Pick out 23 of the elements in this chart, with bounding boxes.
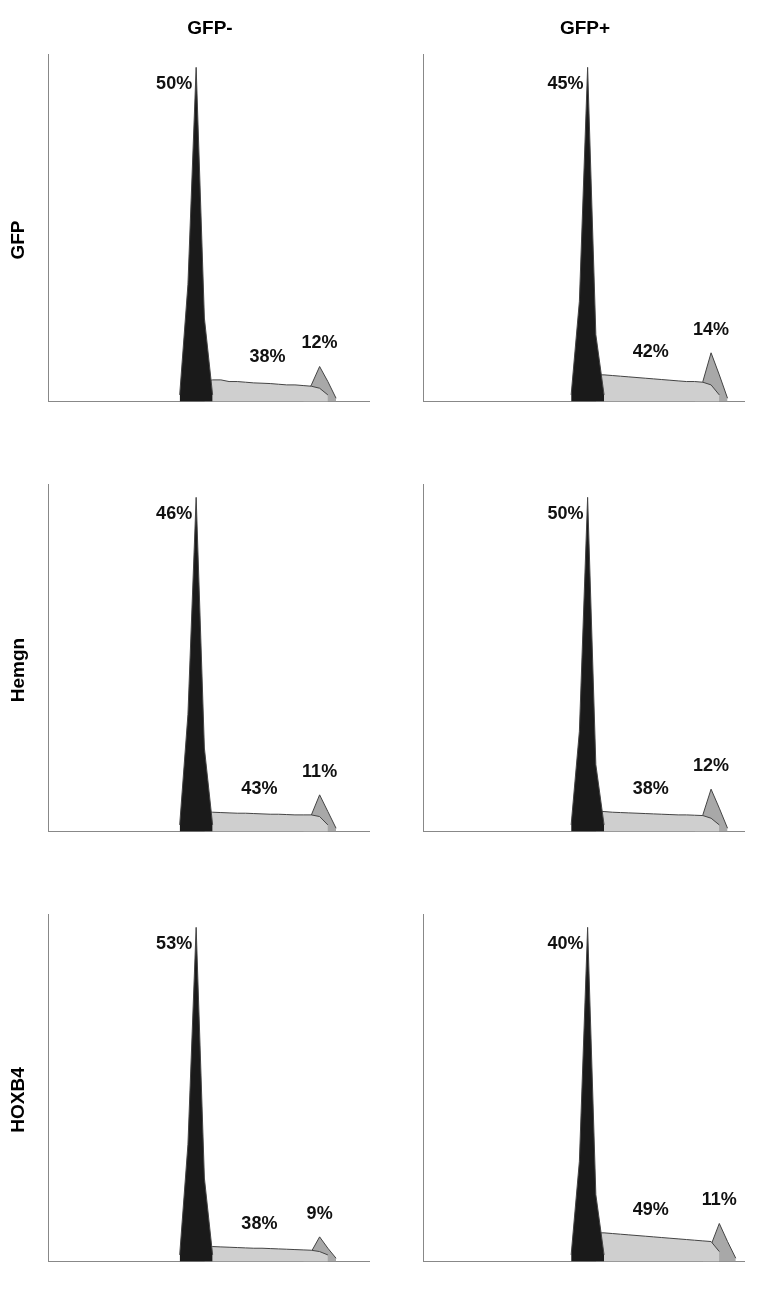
annotation: 11% <box>302 760 338 781</box>
annotation: 38% <box>241 1212 278 1233</box>
y-axis-title: GFP <box>7 220 29 260</box>
annotation: 53% <box>156 933 193 954</box>
annotation: 45% <box>547 73 584 94</box>
annotation: 46% <box>156 503 193 524</box>
chart-title: GFP+ <box>558 16 612 40</box>
annotation: 38% <box>632 777 669 798</box>
annotation: 12% <box>301 332 338 353</box>
annotation: 43% <box>241 778 278 799</box>
annotation: 50% <box>547 503 584 524</box>
annotation: 11% <box>701 1189 737 1210</box>
chart-title: GFP- <box>186 16 234 40</box>
annotation: 9% <box>306 1202 333 1223</box>
annotation: 42% <box>632 340 669 361</box>
annotation: 12% <box>693 755 730 776</box>
annotation: 40% <box>547 933 584 954</box>
annotation: 49% <box>632 1198 669 1219</box>
y-axis-title: HOXB4 <box>7 1067 29 1133</box>
annotation: 38% <box>249 345 286 366</box>
y-axis-title: Hemgn <box>7 637 29 703</box>
annotation: 50% <box>156 73 193 94</box>
annotation: 14% <box>693 318 730 339</box>
